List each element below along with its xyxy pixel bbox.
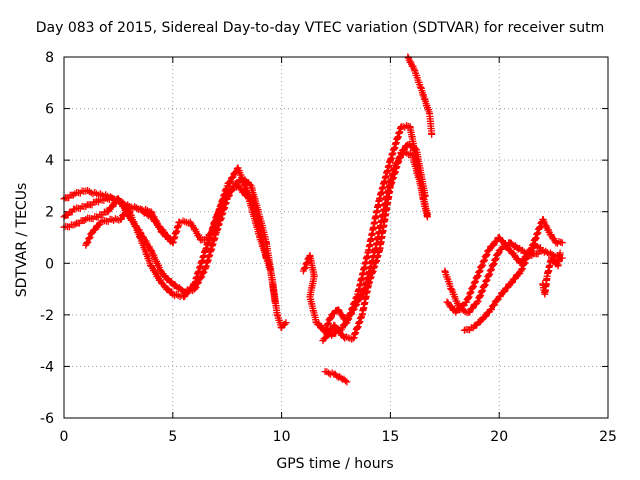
y-tick-label: 6 [45,102,54,118]
x-axis-label: GPS time / hours [276,456,394,472]
data-point-markers [539,249,564,298]
x-tick-label: 10 [273,429,291,445]
chart-title: Day 083 of 2015, Sidereal Day-to-day VTE… [35,20,605,36]
series-track-D [82,203,177,249]
plot-frame [63,56,609,419]
y-tick-label: 4 [45,153,54,169]
series-track-L [460,241,544,334]
y-tick-label: 2 [45,205,54,221]
data-points [60,53,566,386]
data-point-markers [60,182,279,306]
x-tick-label: 25 [599,429,617,445]
x-tick-label: 20 [490,429,508,445]
series-track-H [321,368,351,386]
data-point-markers [60,174,290,332]
series-track-M [539,249,564,298]
data-point-markers [460,241,544,334]
tick-labels: 0 5 10 15 20 25 -6 -4 -2 0 2 4 6 8 [40,50,617,445]
x-tick-label: 5 [168,429,177,445]
series-track-G [319,141,429,345]
x-tick-label: 15 [381,429,399,445]
axis-ticks [63,56,609,419]
y-tick-label: -2 [40,308,54,324]
data-point-markers [82,203,177,249]
data-point-markers [319,141,429,345]
y-tick-label: 8 [45,50,54,66]
series-track-A [60,174,290,332]
y-tick-label: 0 [45,256,54,272]
x-tick-label: 0 [60,429,69,445]
y-tick-label: -4 [40,359,54,375]
y-tick-label: -6 [40,411,54,427]
y-axis-label: SDTVAR / TECUs [14,182,30,298]
data-point-markers [321,368,351,386]
series-track-C [60,182,279,306]
